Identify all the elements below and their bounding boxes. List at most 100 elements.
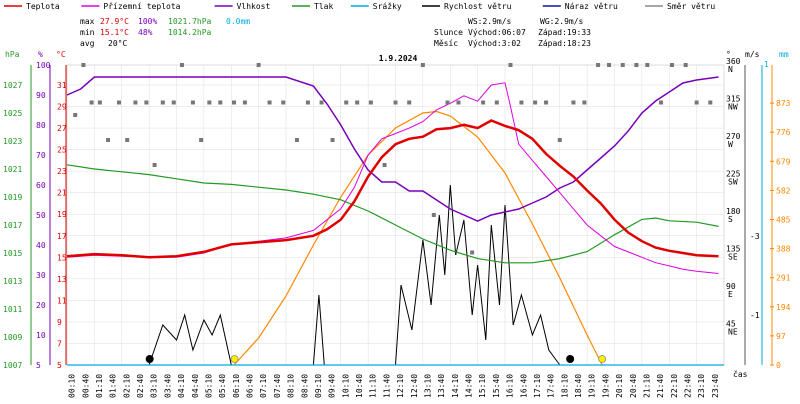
wind-wg: WG:2.9m/s: [540, 17, 584, 26]
wind-dir-point: [582, 100, 587, 105]
x-tick-label: 04:40: [191, 374, 200, 398]
tick-dir-label: E: [728, 290, 733, 299]
tick-pct: 80: [36, 121, 46, 130]
tick-pct: 60: [36, 181, 46, 190]
tick-degc: 15: [57, 253, 67, 262]
wind-dir-point: [89, 100, 94, 105]
x-tick-label: 00:40: [81, 374, 90, 398]
legend-label-6: Rychlost větru: [444, 2, 512, 11]
wind-dir-point: [445, 100, 450, 105]
tick-mm: 194: [776, 303, 791, 312]
tick-dir-deg: 90: [726, 282, 736, 291]
series-humidity: [66, 76, 719, 222]
wind-dir-point: [683, 63, 688, 67]
tick-dir-deg: 360: [726, 57, 741, 66]
x-tick-label: 03:10: [150, 374, 159, 398]
series-radiation: [233, 110, 603, 366]
axis-title-pct: %: [38, 50, 43, 59]
tick-dir-deg: 180: [726, 207, 741, 216]
wind-dir-point: [571, 100, 576, 105]
x-tick-label: 22:40: [684, 374, 693, 398]
stats-max-hum: 100%: [138, 17, 157, 26]
wind-dir-point: [494, 100, 499, 105]
wind-dir-point: [533, 100, 538, 105]
x-tick-label: 09:40: [328, 374, 337, 398]
x-tick-label: 02:40: [136, 374, 145, 398]
moon-rise: Východ:3:02: [468, 39, 521, 48]
legend-label-4: Tlak: [314, 2, 333, 11]
wind-dir-point: [106, 138, 111, 142]
tick-hpa: 1023: [3, 137, 22, 146]
x-tick-label: 03:40: [163, 374, 172, 398]
tick-mm: 679: [776, 157, 791, 166]
tick-mm: 776: [776, 128, 791, 137]
tick-degc: 25: [57, 146, 67, 155]
tick-mm: 291: [776, 274, 791, 283]
x-tick-label: 19:40: [601, 374, 610, 398]
wind-dir-point: [171, 100, 176, 105]
tick-dir-label: NW: [728, 103, 738, 112]
x-tick-label: 07:40: [273, 374, 282, 398]
stats-max-label: max: [80, 17, 95, 26]
wind-dir-point: [97, 100, 102, 105]
series-wind-speed: [148, 184, 561, 366]
sun-set: Západ:19:33: [538, 28, 591, 37]
wind-dir-point: [355, 100, 360, 105]
wind-dir-point: [708, 100, 713, 105]
moon-label: Měsíc: [434, 39, 458, 48]
x-tick-label: 11:40: [382, 374, 391, 398]
sun-rise: Východ:06:07: [468, 28, 526, 37]
tick-hpa: 1007: [3, 361, 22, 370]
tick-pct: 30: [36, 271, 46, 280]
tick-dir-deg: 315: [726, 95, 741, 104]
wind-dir-point: [160, 100, 165, 105]
wind-dir-point: [519, 100, 524, 105]
tick-dir-label: S: [728, 215, 733, 224]
wind-dir-point: [117, 100, 122, 105]
stats-avg-temp: 20°C: [108, 39, 127, 48]
chart-title: 1.9.2024: [379, 54, 418, 63]
wind-dir-point: [407, 100, 412, 105]
tick-pct: 5: [36, 361, 41, 370]
legend-label-7: Náraz větru: [565, 2, 618, 11]
wind-dir-point: [294, 138, 299, 142]
axis-title-deg: °: [726, 50, 731, 59]
x-tick-label: 12:10: [396, 374, 405, 398]
wind-dir-point: [267, 100, 272, 105]
wind-dir-point: [508, 63, 513, 67]
tick-hpa: 1009: [3, 333, 22, 342]
x-tick-label: 07:10: [259, 374, 268, 398]
x-tick-label: 14:10: [451, 374, 460, 398]
wind-dir-point: [81, 63, 86, 67]
tick-degc: 31: [57, 81, 67, 90]
tick-dir-deg: 135: [726, 245, 741, 254]
axis-title-hpa: hPa: [5, 50, 20, 59]
wind-dir-point: [319, 100, 324, 105]
wind-dir-point: [242, 100, 247, 105]
sun-label: Slunce: [434, 28, 463, 37]
x-tick-label: 20:10: [615, 374, 624, 398]
x-tick-label: 08:40: [300, 374, 309, 398]
tick-dir-label: N: [728, 65, 733, 74]
x-tick-label: 11:10: [369, 374, 378, 398]
x-tick-label: 23:40: [711, 374, 720, 398]
wind-dir-point: [152, 163, 157, 167]
wind-dir-point: [73, 113, 78, 117]
wind-dir-point: [330, 138, 335, 142]
sunrise-marker: [230, 355, 239, 363]
tick-dir-label: SW: [728, 178, 738, 187]
tick-degc: 23: [57, 167, 67, 176]
tick-pct: 50: [36, 211, 46, 220]
wind-dir-point: [393, 100, 398, 105]
wind-dir-point: [470, 250, 475, 255]
wind-dir-point: [218, 100, 223, 105]
stats-min-temp: 15.1°C: [100, 28, 129, 37]
x-tick-label: 20:40: [629, 374, 638, 398]
tick-mm: 0: [776, 361, 781, 370]
tick-dir-deg: 45: [726, 320, 736, 329]
wind-dir-point: [456, 100, 461, 105]
tick-mm: 873: [776, 99, 791, 108]
tick-pct: 40: [36, 241, 46, 250]
tick-dir-deg: 225: [726, 170, 741, 179]
